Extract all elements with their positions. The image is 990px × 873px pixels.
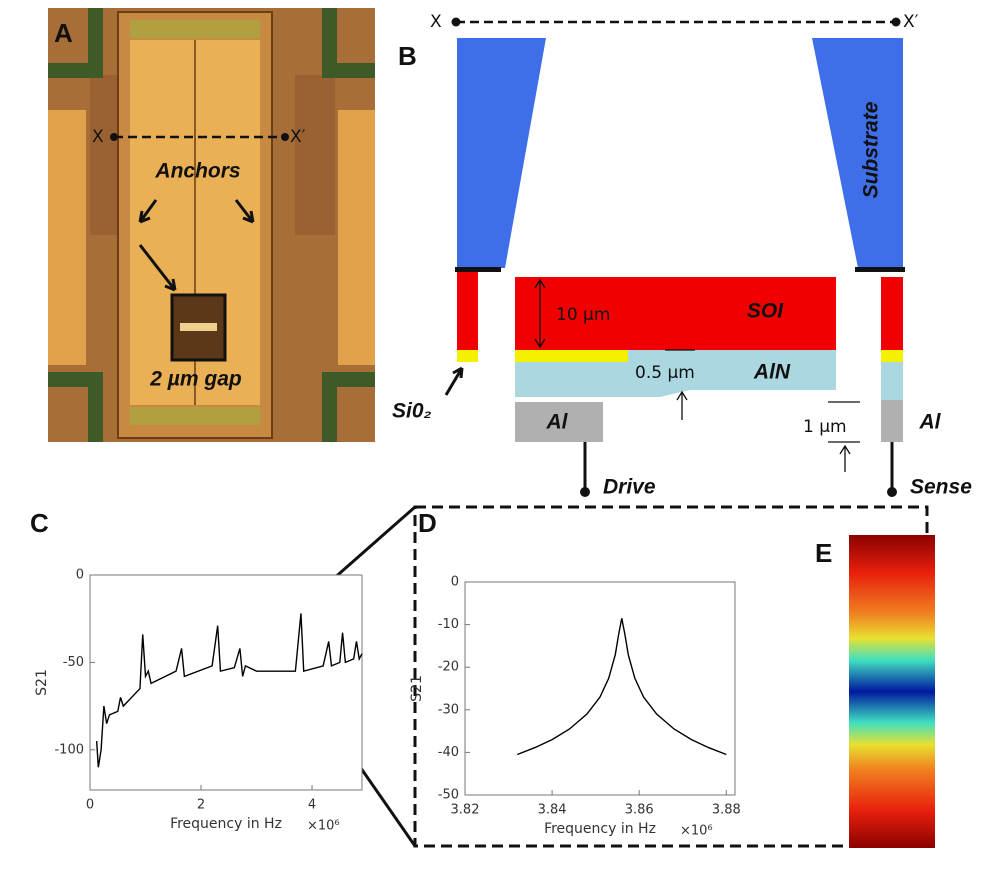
y-tick-label: -20 [438,660,459,675]
mode-shape [849,535,935,848]
terminal-label: Drive [603,476,656,499]
y-axis-label: S21 [34,669,50,696]
layer-label: SOI [747,300,784,323]
x-tick-label: 4 [308,798,316,813]
y-tick-label: 0 [76,568,84,583]
x-multiplier: ×10⁶ [307,819,340,834]
panel-label: B [398,41,417,71]
x-tick-label: 3.84 [538,803,567,818]
panel-label: C [30,508,49,538]
panel-label: E [815,538,832,568]
dimension-label: 0.5 µm [635,363,695,383]
y-tick-label: -30 [438,702,459,717]
y-tick-label: 0 [451,575,459,590]
layer-label: Al [546,411,569,434]
terminal-label: Sense [910,476,972,499]
section-label: X [92,127,104,147]
y-tick-label: -50 [438,788,459,803]
panel-label: A [54,18,73,48]
y-tick-label: -100 [54,742,84,757]
figure: A X X′ Anchors 2 µm gap B X X′ Substrate… [0,0,990,873]
section-label: X′ [290,127,306,147]
layer-label: Si0₂ [392,400,432,423]
y-tick-label: -50 [63,655,84,670]
annotation: Anchors [154,160,240,183]
section-label: X′ [903,12,919,32]
x-axis-label: Frequency in Hz [544,821,656,837]
x-tick-label: 0 [86,798,94,813]
y-tick-label: -10 [438,617,459,632]
section-label: X [430,12,442,32]
y-tick-label: -40 [438,745,459,760]
x-multiplier: ×10⁶ [680,824,713,839]
plot-frame [465,582,735,795]
x-tick-label: 2 [197,798,205,813]
x-tick-label: 3.82 [451,803,480,818]
dimension-label: 10 µm [556,305,610,325]
annotation: 2 µm gap [149,368,242,391]
x-tick-label: 3.86 [625,803,654,818]
dimension-label: 1 µm [803,417,847,437]
layer-label: Substrate [860,101,883,198]
y-axis-label: S21 [409,675,425,702]
panel-label: D [418,508,437,538]
layer-label: AlN [753,361,791,384]
x-tick-label: 3.88 [712,803,741,818]
x-axis-label: Frequency in Hz [170,816,282,832]
layer-label: Al [919,411,942,434]
plot-frame [90,575,362,790]
